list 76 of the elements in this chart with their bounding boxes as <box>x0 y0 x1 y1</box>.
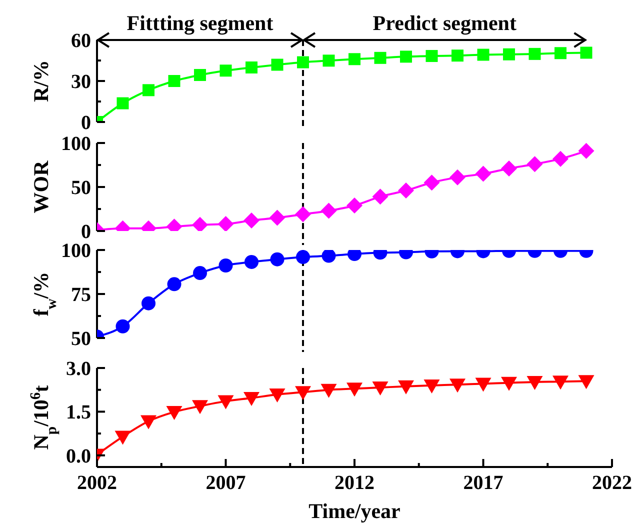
point <box>475 166 492 182</box>
x-tick-label: 2007 <box>206 472 246 494</box>
point <box>218 395 234 410</box>
point <box>246 61 258 74</box>
point <box>372 382 388 396</box>
y-tick-label: 60 <box>71 30 91 52</box>
y-axis-title: R/% <box>29 60 53 102</box>
y-tick-label: 0 <box>81 112 91 134</box>
x-tick-label: 2002 <box>77 472 117 494</box>
point <box>244 212 260 228</box>
y-axis-title: WOR <box>29 160 53 214</box>
point <box>450 169 466 186</box>
point <box>552 150 568 167</box>
y-tick-label: 50 <box>71 328 91 350</box>
point <box>220 64 232 77</box>
point <box>320 202 337 219</box>
point <box>426 50 438 62</box>
point <box>424 379 440 394</box>
x-tick-label: 2012 <box>334 472 374 494</box>
point <box>142 84 154 96</box>
y-tick-label: 30 <box>71 71 91 93</box>
x-axis-title: Time/year <box>308 499 400 523</box>
point <box>501 376 517 391</box>
point <box>194 68 206 81</box>
point <box>450 378 466 393</box>
x-tick-label: 2022 <box>592 472 632 494</box>
point <box>526 156 543 172</box>
point <box>578 143 594 159</box>
point <box>452 50 464 62</box>
point <box>477 48 490 61</box>
point <box>372 188 388 205</box>
point <box>346 382 362 397</box>
point <box>424 174 440 191</box>
point <box>475 378 492 392</box>
point <box>398 182 414 199</box>
point <box>398 380 414 394</box>
text: Fittting segment <box>126 11 274 35</box>
point <box>526 376 543 390</box>
point <box>271 58 284 71</box>
point <box>269 388 286 402</box>
point <box>501 160 517 177</box>
point <box>244 392 260 406</box>
point <box>218 216 234 231</box>
point <box>114 430 131 445</box>
point <box>346 197 362 214</box>
point <box>322 54 335 67</box>
point <box>348 53 360 66</box>
point <box>528 48 541 60</box>
y-tick-label: 75 <box>71 284 91 306</box>
point <box>295 386 311 400</box>
point <box>297 56 309 68</box>
text: Predict segment <box>372 11 516 35</box>
y-tick-label: 3.0 <box>66 358 91 380</box>
point <box>192 400 208 414</box>
y-tick-label: 0.0 <box>66 445 91 468</box>
y-tick-label: 0 <box>81 221 91 243</box>
point <box>554 47 566 60</box>
point <box>269 210 286 226</box>
point <box>503 48 515 60</box>
point <box>374 52 386 64</box>
y-tick-label: 1.5 <box>66 402 91 424</box>
point <box>168 75 180 87</box>
point <box>140 415 156 430</box>
point <box>552 376 568 390</box>
point <box>192 216 208 231</box>
point <box>166 406 182 420</box>
point <box>295 206 311 222</box>
point <box>580 46 592 59</box>
y-tick-label: 100 <box>61 240 91 262</box>
y-tick-label: 100 <box>61 133 91 155</box>
point <box>578 375 594 390</box>
x-tick-label: 2017 <box>463 472 504 494</box>
y-tick-label: 50 <box>71 177 91 199</box>
point <box>116 97 129 110</box>
point <box>320 384 337 398</box>
point <box>400 50 412 63</box>
